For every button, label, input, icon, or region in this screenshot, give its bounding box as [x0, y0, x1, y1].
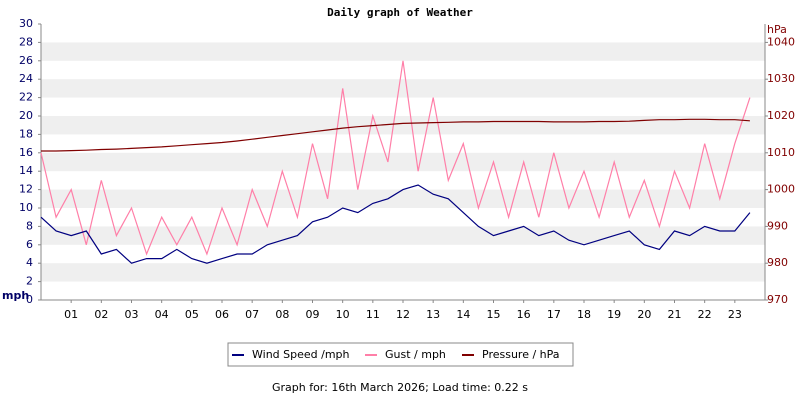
x-tick-label: 19 [607, 308, 621, 321]
footer: Graph for: 16th March 2026; Load time: 0… [272, 381, 528, 394]
grid-band [41, 79, 765, 98]
grid-band [41, 42, 765, 61]
grid-band [41, 116, 765, 135]
y-tick-label: 0 [26, 293, 33, 306]
y-tick-label: 2 [26, 275, 33, 288]
x-tick-label: 11 [366, 308, 380, 321]
x-tick-label: 09 [306, 308, 320, 321]
y2-tick-label: 1020 [767, 109, 795, 122]
y2-tick-label: 990 [767, 219, 788, 232]
series-line [40, 60, 751, 256]
x-tick-label: 05 [185, 308, 199, 321]
x-tick-label: 18 [577, 308, 591, 321]
y2-tick-label: 1030 [767, 72, 795, 85]
y-tick-label: 24 [19, 72, 33, 85]
y2-axis-label: hPa [767, 23, 787, 36]
x-tick-label: 03 [125, 308, 139, 321]
plot-background [41, 42, 765, 282]
x-tick-label: 15 [487, 308, 501, 321]
grid-band [41, 189, 765, 208]
x-tick-label: 02 [94, 308, 108, 321]
legend-label: Wind Speed /mph [252, 348, 350, 361]
legend-box [227, 342, 574, 367]
y-tick-label: 26 [19, 54, 33, 67]
y-axis-label: mph [2, 289, 29, 302]
y-tick-label: 16 [19, 146, 33, 159]
y-tick-label: 8 [26, 219, 33, 232]
chart-title: Daily graph of Weather [327, 6, 473, 19]
x-tick-label: 20 [637, 308, 651, 321]
y-tick-label: 20 [19, 109, 33, 122]
series-line [40, 184, 751, 264]
grid-band [41, 263, 765, 282]
x-tick-label: 10 [336, 308, 350, 321]
y2-tick-label: 980 [767, 256, 788, 269]
x-tick-label: 07 [245, 308, 259, 321]
y-tick-label: 4 [26, 256, 33, 269]
y2-tick-label: 970 [767, 293, 788, 306]
y-tick-label: 18 [19, 127, 33, 140]
y-tick-label: 30 [19, 17, 33, 30]
x-tick-label: 01 [64, 308, 78, 321]
y-tick-label: 28 [19, 35, 33, 48]
y-tick-label: 6 [26, 238, 33, 251]
y-tick-label: 10 [19, 201, 33, 214]
x-tick-label: 06 [215, 308, 229, 321]
x-tick-label: 22 [698, 308, 712, 321]
x-tick-label: 08 [275, 308, 289, 321]
y-tick-label: 22 [19, 91, 33, 104]
y-tick-label: 12 [19, 183, 33, 196]
y2-tick-label: 1000 [767, 183, 795, 196]
x-tick-label: 14 [456, 308, 470, 321]
series-line [41, 118, 750, 152]
x-tick-label: 16 [517, 308, 531, 321]
x-tick-label: 12 [396, 308, 410, 321]
legend-label: Gust / mph [385, 348, 446, 361]
x-tick-label: 17 [547, 308, 561, 321]
legend-label: Pressure / hPa [482, 348, 560, 361]
y2-tick-label: 1040 [767, 35, 795, 48]
y2-tick-label: 1010 [767, 146, 795, 159]
x-tick-label: 23 [728, 308, 742, 321]
y-tick-label: 14 [19, 164, 33, 177]
grid-band [41, 152, 765, 172]
grid-band [41, 226, 765, 245]
x-tick-label: 04 [155, 308, 169, 321]
x-tick-label: 13 [426, 308, 440, 321]
x-tick-label: 21 [668, 308, 682, 321]
